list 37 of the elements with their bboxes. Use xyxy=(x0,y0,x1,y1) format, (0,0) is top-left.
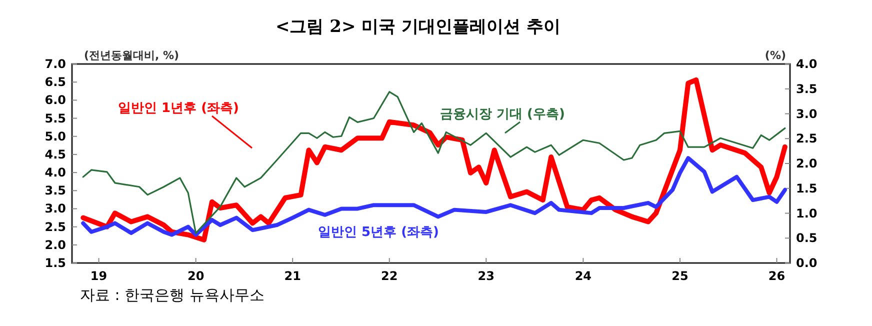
y-tick-label: 5.5 xyxy=(44,111,66,126)
y2-tick-label: 0.5 xyxy=(796,231,818,246)
text: 자료 : 한국은행 뉴욕사무소 xyxy=(80,286,264,304)
y2-tick-label: 0.0 xyxy=(796,256,818,270)
y-tick-label: 2.0 xyxy=(44,238,66,252)
y-axis-title: (전년동월대비, %) xyxy=(84,49,180,62)
y-tick-label: 3.5 xyxy=(44,184,66,198)
x-tick-label: 23 xyxy=(478,269,494,283)
y2-tick-label: 1.0 xyxy=(796,206,818,220)
y-tick-label: 1.5 xyxy=(44,256,66,270)
y2-tick-label: 1.5 xyxy=(796,181,818,196)
x-tick-label: 24 xyxy=(574,269,592,283)
line-series xyxy=(81,156,787,237)
y2-tick-label: 2.5 xyxy=(796,132,818,146)
y-tick-label: 5.0 xyxy=(44,129,66,144)
x-tick-label: 19 xyxy=(90,269,108,283)
y-tick-label: 6.0 xyxy=(44,93,66,108)
series-label: 금융시장 기대 (우측) xyxy=(440,107,565,122)
y2-tick-label: 4.0 xyxy=(796,57,818,71)
y-tick-label: 6.5 xyxy=(44,75,66,90)
y2-tick-label: 3.0 xyxy=(796,106,818,121)
x-tick-label: 22 xyxy=(381,269,398,283)
x-tick-label: 25 xyxy=(672,269,688,283)
y2-tick-label: 2.0 xyxy=(796,156,818,170)
chart-title: <그림 2> 미국 기대인플레이션 추이 xyxy=(276,17,560,37)
y-tick-label: 4.0 xyxy=(44,166,66,180)
x-tick-label: 21 xyxy=(284,269,301,283)
y2-axis-title: (%) xyxy=(764,49,786,62)
y-tick-label: 7.0 xyxy=(44,57,66,71)
x-tick-label: 20 xyxy=(187,269,204,283)
y2-tick-label: 3.5 xyxy=(796,82,818,96)
text: 일반인 1년후 (좌측) xyxy=(118,101,239,116)
y-tick-label: 4.5 xyxy=(44,147,66,162)
y-tick-label: 3.0 xyxy=(44,202,66,216)
y-tick-label: 2.5 xyxy=(44,220,66,234)
x-tick-label: 26 xyxy=(768,269,786,283)
series-label: 일반인 5년후 (좌측) xyxy=(318,225,439,240)
